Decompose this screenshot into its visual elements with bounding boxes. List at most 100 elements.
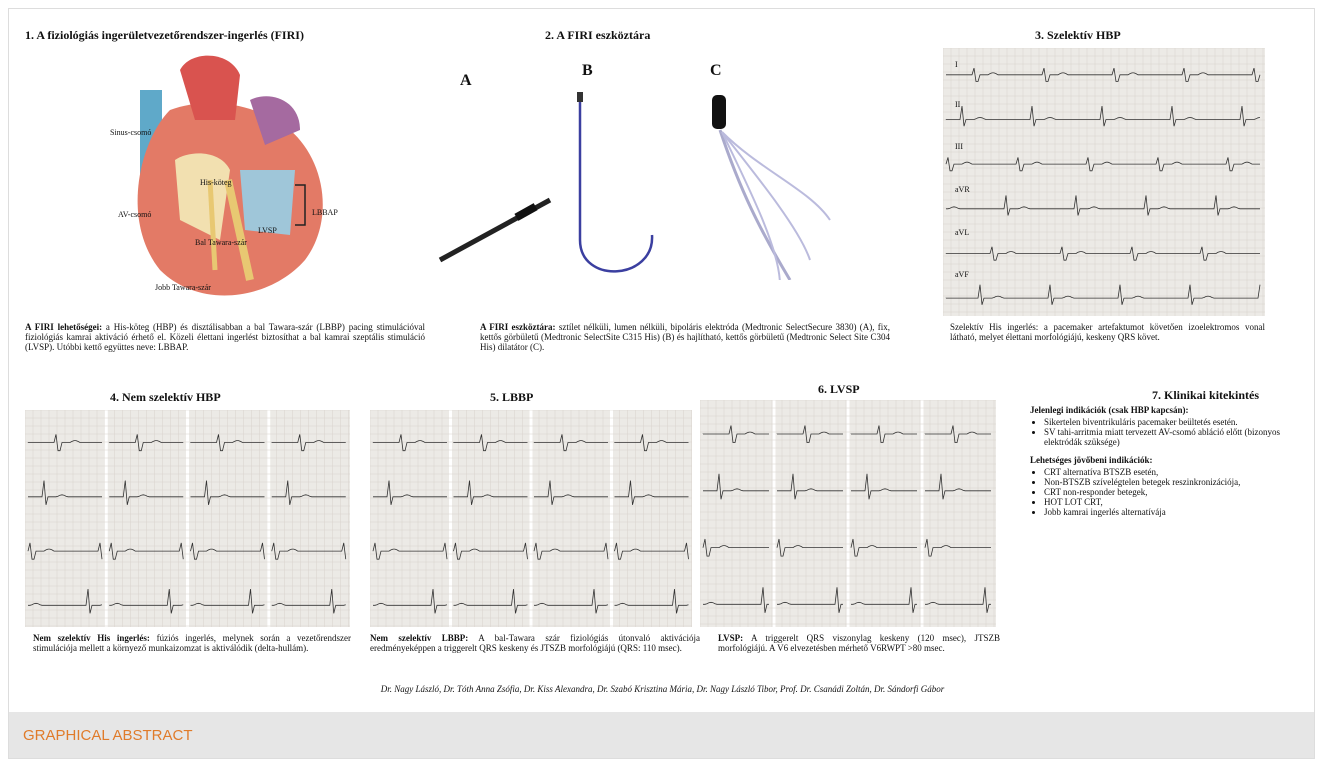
ecg-line <box>945 284 1261 305</box>
ecg-line <box>533 542 609 560</box>
caption: Szelektív His ingerlés: a pacemaker arte… <box>950 322 1265 342</box>
panel-divider <box>267 410 271 627</box>
ecg-line <box>614 434 689 452</box>
ecg-line <box>373 588 448 614</box>
list: Sikertelen biventrikuláris pacemaker beü… <box>1030 417 1320 447</box>
ecg-trace <box>369 409 692 627</box>
ecg-line <box>108 434 184 452</box>
list-item: CRT alternatíva BTSZB esetén, <box>1044 467 1320 477</box>
ecg-line <box>372 434 447 452</box>
caption-text: sztílet nélküli, lumen nélküli, bipolári… <box>480 322 890 352</box>
lead-label: aVR <box>955 185 970 194</box>
section-title: 2. A FIRI eszköztára <box>545 28 651 42</box>
ecg-line <box>190 588 265 614</box>
ecg-line <box>703 473 769 500</box>
caption-lead: Nem szelektív His ingerlés: <box>33 633 150 643</box>
ecg-line <box>453 434 528 452</box>
anatomy-label: LVSP <box>258 226 277 235</box>
ecg-line <box>271 588 346 614</box>
lead-label: I <box>955 60 958 69</box>
ecg-panel <box>369 409 692 627</box>
authors: Dr. Nagy László, Dr. Tóth Anna Zsófia, D… <box>380 684 945 694</box>
ecg-line <box>945 106 1261 127</box>
ecg-line <box>702 425 769 443</box>
ecg-line <box>28 588 103 614</box>
section-title: 7. Klinikai kitekintés <box>1152 388 1260 402</box>
device-illustration <box>438 92 831 280</box>
anatomy-label: Jobb Tawara-szár <box>155 283 211 292</box>
ecg-line <box>703 587 769 613</box>
ecg-line <box>945 246 1260 261</box>
panel-divider <box>104 410 108 627</box>
ecg-line <box>777 587 843 613</box>
ecg-line <box>271 542 347 560</box>
ecg-line <box>271 480 346 505</box>
caption-lead: A FIRI eszköztára: <box>480 322 556 332</box>
list-item: Jobb kamrai ingerlés alternatívája <box>1044 507 1320 517</box>
ecg-line <box>777 473 843 500</box>
ecg-line <box>614 588 689 614</box>
caption: A FIRI eszköztára: sztílet nélküli, lume… <box>480 322 890 352</box>
ecg-line <box>271 434 346 452</box>
anatomy-label: Sinus-csomó <box>110 128 152 137</box>
ecg-line <box>27 434 102 452</box>
ecg-line <box>850 538 917 557</box>
anatomy-label: Bal Tawara-szár <box>195 238 247 247</box>
ecg-line <box>776 538 843 557</box>
caption-lead: Nem szelektív LBBP: <box>370 633 469 643</box>
ecg-line <box>453 480 528 505</box>
ecg-line <box>946 67 1261 82</box>
ecg-line <box>851 587 917 613</box>
lead-label: II <box>955 100 961 109</box>
list-item: Sikertelen biventrikuláris pacemaker beü… <box>1044 417 1320 427</box>
caption-text: A bal-Tawara szár fiziológiás útonvaló a… <box>370 633 700 653</box>
ecg-line <box>453 542 528 560</box>
list-item: SV tahi-arritmia miatt tervezett AV-csom… <box>1044 427 1320 447</box>
footer-label: GRAPHICAL ABSTRACT <box>23 727 193 744</box>
ecg-line <box>924 538 991 557</box>
ecg-line <box>27 542 103 560</box>
ecg-line <box>776 425 843 443</box>
ecg-line <box>534 480 608 505</box>
panel-label: A <box>460 72 472 89</box>
panel-divider <box>772 400 776 627</box>
section-title: 4. Nem szelektív HBP <box>110 390 221 404</box>
anatomy-label: LBBAP <box>312 208 338 217</box>
caption-text: a His-köteg (HBP) és disztálisabban a ba… <box>25 322 426 352</box>
ecg-line <box>109 480 184 505</box>
caption: Nem szelektív LBBP: A bal-Tawara szár fi… <box>370 633 700 653</box>
list-item: CRT non-responder betegek, <box>1044 487 1320 497</box>
caption-lead: LVSP: <box>718 633 744 643</box>
ecg-line <box>109 588 184 614</box>
list-title: Lehetséges jövőbeni indikációk: <box>1030 455 1153 465</box>
panel-divider <box>529 410 533 627</box>
ecg-line <box>190 542 265 560</box>
ecg-trace <box>699 399 996 627</box>
footer-bar: GRAPHICAL ABSTRACT <box>9 712 1314 758</box>
caption-text: fúziós ingerlés, melynek során a vezetőr… <box>33 633 351 653</box>
caption: LVSP: A triggerelt QRS viszonylag kesken… <box>718 633 1000 653</box>
list-item: Non-BTSZB szívelégtelen betegek reszinkr… <box>1044 477 1320 487</box>
ecg-line <box>850 425 917 443</box>
anatomy-label: His-köteg <box>200 178 232 187</box>
ecg-line <box>924 425 991 443</box>
ecg-line <box>372 542 448 560</box>
ecg-line <box>373 480 447 505</box>
caption: Nem szelektív His ingerlés: fúziós inger… <box>33 633 351 653</box>
ecg-line <box>190 480 265 505</box>
section-title: 6. LVSP <box>818 382 860 396</box>
panel-divider <box>846 400 850 627</box>
ecg-trace <box>24 409 350 627</box>
ecg-line <box>534 588 609 614</box>
caption-text: A triggerelt QRS viszonylag keskeny (120… <box>718 633 1000 653</box>
panel-divider <box>920 400 924 627</box>
caption: A FIRI lehetőségei: a His-köteg (HBP) és… <box>25 322 425 352</box>
ecg-panel <box>24 409 350 627</box>
lead-label: aVF <box>955 270 969 279</box>
ecg-line <box>925 473 991 500</box>
ecg-line <box>28 480 102 505</box>
caption-lead: A FIRI lehetőségei: <box>25 322 103 332</box>
ecg-line <box>614 542 689 560</box>
frame <box>8 8 1315 759</box>
